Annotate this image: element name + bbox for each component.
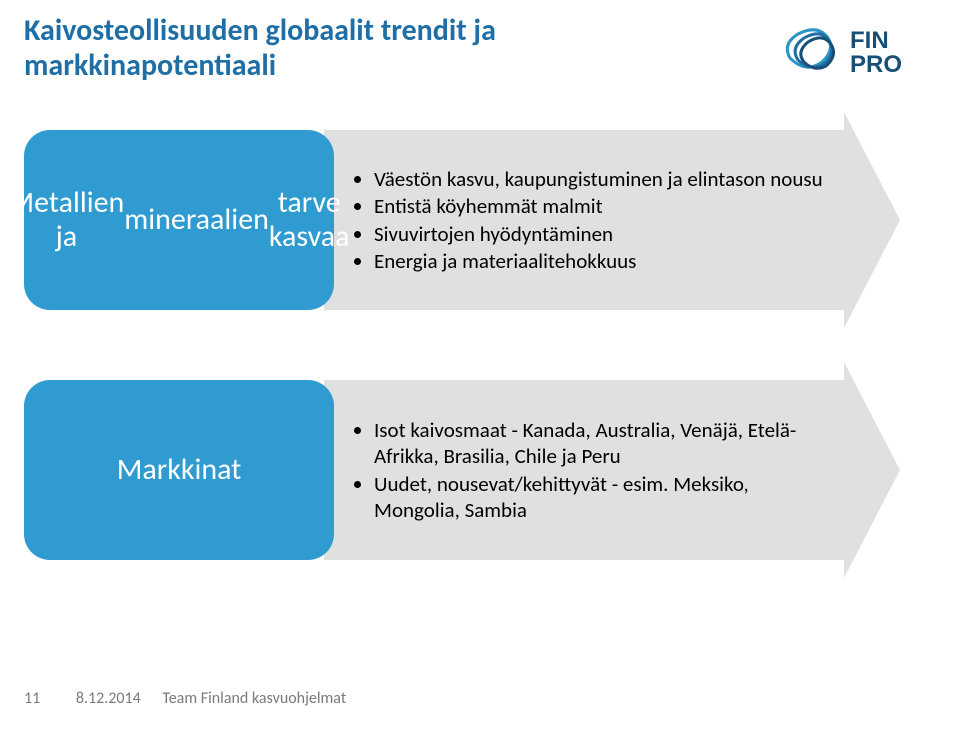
label-markets: Markkinat — [24, 380, 334, 560]
footer-text: Team Finland kasvuohjelmat — [162, 689, 346, 708]
logo-text-top: FIN — [850, 27, 889, 54]
logo-icon — [787, 30, 833, 68]
bullet-item: Isot kaivosmaat - Kanada, Australia, Ven… — [374, 417, 834, 470]
arrow-markets: Isot kaivosmaat - Kanada, Australia, Ven… — [324, 380, 904, 560]
footer-date: 8.12.2014 — [76, 689, 141, 708]
row-metals: Metallien jamineraalientarve kasvaa Väes… — [24, 130, 904, 310]
bullet-item: Sivuvirtojen hyödyntäminen — [374, 221, 834, 247]
logo-text-bottom: PRO — [850, 51, 902, 78]
bullets-metals: Väestön kasvu, kaupungistuminen ja elint… — [354, 130, 834, 310]
finpro-logo: FIN PRO — [780, 20, 930, 85]
arrow-metals: Väestön kasvu, kaupungistuminen ja elint… — [324, 130, 904, 310]
footer: 11 8.12.2014 Team Finland kasvuohjelmat — [24, 689, 346, 708]
page-number: 11 — [24, 689, 40, 708]
row-markets: Markkinat Isot kaivosmaat - Kanada, Aust… — [24, 380, 904, 560]
bullet-item: Entistä köyhemmät malmit — [374, 193, 834, 219]
bullets-markets: Isot kaivosmaat - Kanada, Australia, Ven… — [354, 380, 834, 560]
page-title: Kaivosteollisuuden globaalit trendit ja … — [24, 14, 724, 83]
bullet-item: Väestön kasvu, kaupungistuminen ja elint… — [374, 166, 834, 192]
slide: Kaivosteollisuuden globaalit trendit ja … — [0, 0, 960, 734]
bullet-item: Energia ja materiaalitehokkuus — [374, 248, 834, 274]
bullet-item: Uudet, nousevat/kehittyvät - esim. Meksi… — [374, 471, 834, 524]
label-metals: Metallien jamineraalientarve kasvaa — [24, 130, 334, 310]
